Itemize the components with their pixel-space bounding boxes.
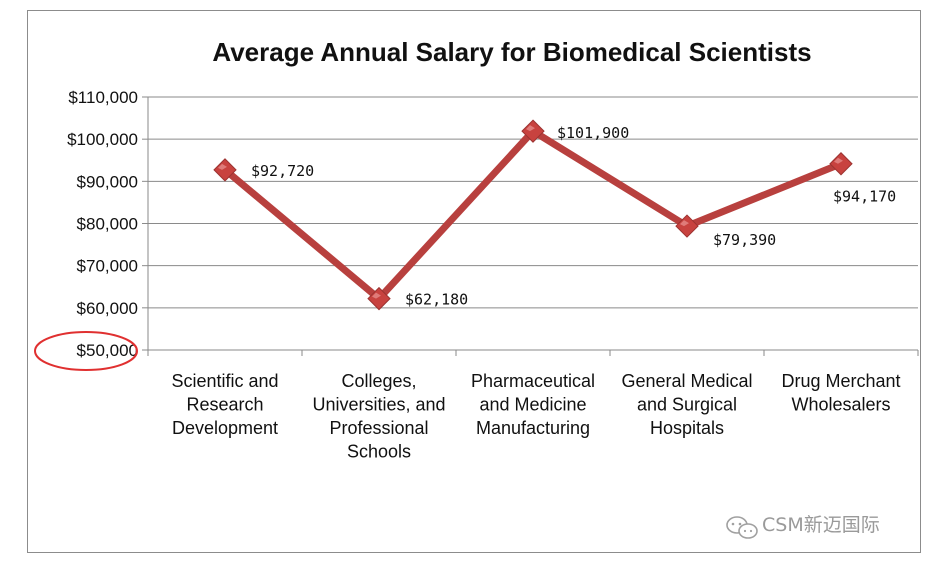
highlight-ellipse [34,331,138,371]
axes [147,97,919,356]
data-point-marker-highlight [372,292,381,299]
data-label: $62,180 [405,291,468,309]
data-point-marker [213,158,237,182]
y-tick-label: $110,000 [68,88,138,107]
x-tick-label: Scientific and Research Development [171,371,278,438]
wechat-icon [726,516,758,539]
data-label: $94,170 [833,188,896,206]
y-tick-label: $100,000 [67,130,138,149]
series-line-path [221,127,845,303]
y-axis-tick-labels: $50,000 $60,000 $70,000 $80,000 $90,000 $100,… [67,88,138,360]
watermark: CSM新迈国际 [726,514,880,539]
highlight-annotation [34,331,138,371]
data-point-marker-highlight [680,220,689,227]
y-tick-label: $80,000 [77,215,138,234]
data-point-marker-highlight [218,163,227,170]
data-point-marker-highlight [526,125,535,132]
x-axis-tick-labels: Scientific and Research Development College… [171,371,900,462]
series-markers [213,119,853,311]
data-label: $101,900 [557,124,629,142]
data-point-marker [367,286,391,311]
data-label: $79,390 [713,231,776,249]
data-labels: $92,720 $62,180 $101,900 $79,390 $94,170 [251,124,896,308]
data-point-marker-highlight [834,157,843,164]
y-tick-label: $60,000 [77,299,138,318]
chart-title: Average Annual Salary for Biomedical Sci… [212,37,811,67]
data-label: $92,720 [251,162,314,180]
data-point-marker [521,119,545,143]
y-tick-label: $70,000 [77,257,138,276]
chart-frame [27,10,921,553]
x-tick-label: Pharmaceutical and Medicine Manufacturing [471,371,595,438]
y-tick-label: $90,000 [77,172,138,191]
series-line [221,127,845,303]
x-tick-label: General Medical and Surgical Hospitals [621,371,752,438]
x-tick-label: Colleges, Universities, and Professional Sc… [312,371,445,462]
data-point-marker [675,214,699,238]
watermark-text: CSM新迈国际 [762,514,880,536]
x-tick-label: Drug Merchant Wholesalers [781,371,900,415]
y-tick-label: $50,000 [77,341,138,360]
data-point-marker [829,152,853,176]
